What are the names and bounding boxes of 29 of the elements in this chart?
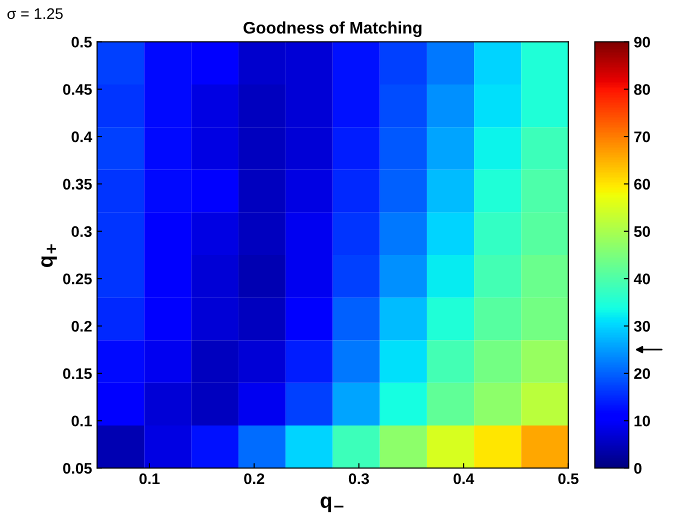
- y-axis-title: q$_{+}$: [41, 244, 57, 268]
- x-tick-label: 0.2: [244, 473, 264, 484]
- text: σ = 1.25: [7, 8, 63, 20]
- x-tick-label: 0.3: [348, 473, 369, 484]
- y-tick-label: 0.15: [63, 368, 92, 380]
- y-tick-label: 0.35: [63, 178, 92, 190]
- y-tick-label: 0.2: [72, 320, 92, 332]
- x-tick-label: 0.1: [139, 473, 160, 484]
- color-bar-label: 10: [634, 416, 650, 426]
- color-bar-label: 20: [634, 368, 650, 380]
- x-axis-title: q$_{−}$: [320, 496, 344, 512]
- x-tick-label: 0.5: [558, 473, 579, 484]
- color-bar-label: 60: [634, 178, 650, 190]
- color-bar-label: 80: [634, 84, 650, 95]
- chart-title: Goodness of Matching: [244, 21, 422, 38]
- color-bar-label: 0: [634, 462, 642, 474]
- color-bar-label: 30: [634, 320, 650, 332]
- y-tick-label: 0.1: [72, 416, 92, 426]
- y-tick-label: 0.5: [72, 36, 92, 48]
- y-tick-label: 0.25: [63, 274, 92, 284]
- y-tick-label: 0.3: [72, 226, 92, 237]
- y-tick-label: 0.05: [63, 462, 92, 474]
- x-tick-label: 0.4: [454, 473, 474, 484]
- y-tick-label: 0.45: [63, 84, 92, 95]
- color-bar-label: 40: [634, 274, 650, 284]
- color-bar-label: 90: [634, 36, 650, 48]
- color-bar-label: 50: [634, 226, 650, 237]
- color-bar-label: 70: [634, 131, 650, 142]
- y-tick-label: 0.4: [72, 131, 92, 142]
